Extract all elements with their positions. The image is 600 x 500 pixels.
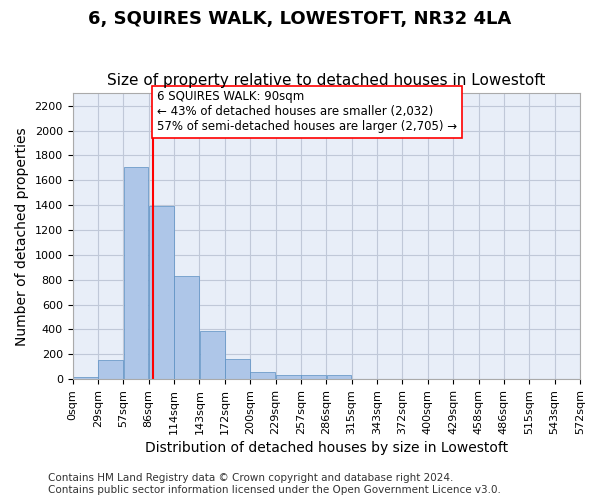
X-axis label: Distribution of detached houses by size in Lowestoft: Distribution of detached houses by size … <box>145 441 508 455</box>
Bar <box>200 332 224 379</box>
Text: 6 SQUIRES WALK: 90sqm
← 43% of detached houses are smaller (2,032)
57% of semi-d: 6 SQUIRES WALK: 90sqm ← 43% of detached … <box>157 90 457 134</box>
Bar <box>124 166 148 379</box>
Bar <box>73 376 98 379</box>
Text: Contains HM Land Registry data © Crown copyright and database right 2024.
Contai: Contains HM Land Registry data © Crown c… <box>48 474 501 495</box>
Bar <box>250 372 275 379</box>
Bar <box>225 360 250 379</box>
Bar <box>98 360 123 379</box>
Bar <box>326 376 352 379</box>
Bar <box>301 376 326 379</box>
Bar <box>174 276 199 379</box>
Text: 6, SQUIRES WALK, LOWESTOFT, NR32 4LA: 6, SQUIRES WALK, LOWESTOFT, NR32 4LA <box>88 10 512 28</box>
Title: Size of property relative to detached houses in Lowestoft: Size of property relative to detached ho… <box>107 73 545 88</box>
Bar <box>149 206 174 379</box>
Bar <box>276 375 301 379</box>
Y-axis label: Number of detached properties: Number of detached properties <box>15 127 29 346</box>
